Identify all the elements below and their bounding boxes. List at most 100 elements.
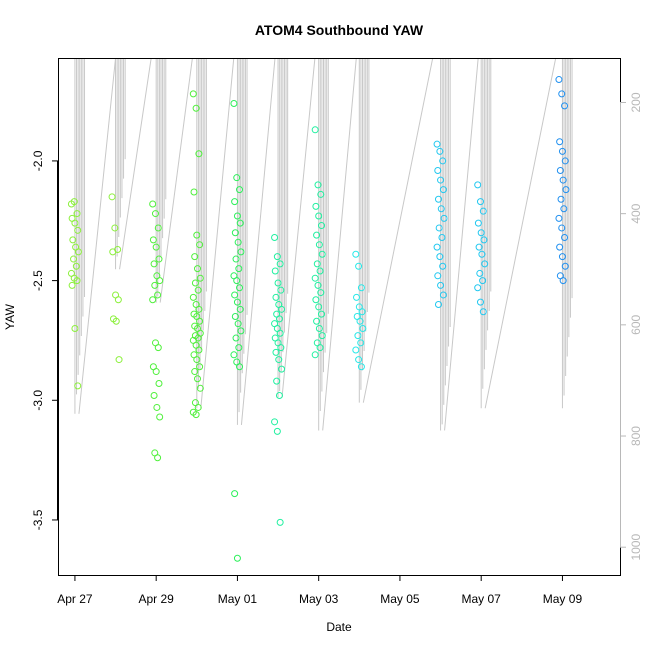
data-point	[438, 234, 446, 242]
data-point	[196, 363, 204, 371]
data-point	[359, 324, 367, 332]
secondary-series-connector	[281, 58, 316, 398]
data-point	[476, 198, 484, 206]
data-point	[236, 363, 244, 371]
data-point	[311, 126, 319, 134]
data-point	[353, 293, 361, 301]
data-point	[556, 243, 564, 251]
data-point	[196, 274, 204, 282]
data-point	[555, 76, 563, 84]
x-tick-label: May 03	[299, 592, 339, 606]
data-point	[313, 260, 321, 268]
data-point	[318, 250, 326, 258]
data-point	[192, 411, 200, 419]
data-point	[234, 320, 242, 328]
data-point	[477, 229, 485, 237]
data-point	[316, 267, 324, 275]
data-point	[355, 356, 363, 364]
data-point	[196, 317, 204, 325]
data-point	[275, 356, 283, 364]
y-tick-label: -3.0	[31, 390, 45, 411]
data-point	[434, 301, 442, 309]
data-point	[357, 339, 365, 347]
x-tick-label: May 09	[543, 592, 583, 606]
data-point	[434, 166, 442, 174]
data-point	[561, 262, 569, 270]
data-point	[278, 305, 286, 313]
data-point	[479, 207, 487, 215]
data-point	[435, 224, 443, 232]
data-point	[231, 291, 239, 299]
data-point	[556, 138, 564, 146]
data-point	[352, 250, 360, 258]
data-point	[317, 222, 325, 230]
data-point	[274, 279, 282, 287]
data-point	[276, 260, 284, 268]
data-point	[271, 418, 279, 426]
data-point	[237, 248, 245, 256]
data-point	[358, 308, 366, 316]
data-point	[109, 248, 117, 256]
data-point	[315, 212, 323, 220]
data-point	[236, 219, 244, 227]
data-point	[311, 351, 319, 359]
data-point	[479, 308, 487, 316]
data-point	[354, 332, 362, 340]
data-point	[480, 236, 488, 244]
data-point	[357, 284, 365, 292]
data-point	[357, 363, 365, 371]
data-point	[476, 298, 484, 306]
data-point	[561, 157, 569, 165]
data-point	[315, 324, 323, 332]
data-point	[314, 281, 322, 289]
data-point	[271, 267, 279, 275]
data-point	[318, 332, 326, 340]
x-axis-label: Date	[326, 620, 352, 634]
x-tick-label: May 07	[462, 592, 502, 606]
secondary-y-axis: 200 400 600 800 1000	[620, 92, 643, 561]
data-point	[315, 303, 323, 311]
data-point	[277, 344, 285, 352]
data-point	[356, 317, 364, 325]
data-point	[440, 214, 448, 222]
secondary-series-connector	[484, 58, 557, 409]
secondary-y-tick-label: 1000	[629, 534, 643, 561]
data-point	[189, 293, 197, 301]
data-point	[560, 205, 568, 213]
data-point	[194, 265, 202, 273]
x-axis: Apr 27 Apr 29 May 01 May 03 May 05 May 07 May …	[57, 575, 582, 606]
data-point	[316, 344, 324, 352]
data-point	[562, 186, 570, 194]
data-point	[476, 269, 484, 277]
data-point	[233, 298, 241, 306]
data-point	[312, 202, 320, 210]
data-point	[74, 248, 82, 256]
data-point	[156, 277, 164, 285]
points-layer	[67, 76, 570, 562]
data-point	[152, 368, 160, 376]
data-point	[352, 346, 360, 354]
data-point	[275, 315, 283, 323]
data-point	[436, 253, 444, 261]
data-point	[155, 380, 163, 388]
data-point	[194, 286, 202, 294]
data-point	[276, 329, 284, 337]
data-point	[68, 281, 76, 289]
data-point	[434, 195, 442, 203]
data-point	[479, 277, 487, 285]
data-point	[439, 157, 447, 165]
data-point	[558, 224, 566, 232]
data-point	[555, 214, 563, 222]
data-point	[314, 181, 322, 189]
data-point	[152, 243, 160, 251]
data-point	[69, 236, 77, 244]
data-point	[196, 384, 204, 392]
data-point	[235, 265, 243, 273]
data-point	[189, 90, 197, 98]
data-point	[278, 365, 286, 373]
data-point	[237, 327, 245, 335]
data-point	[230, 99, 238, 107]
data-point	[272, 293, 280, 301]
y-axis: -2.0 -2.5 -3.0 -3.5	[31, 150, 58, 530]
